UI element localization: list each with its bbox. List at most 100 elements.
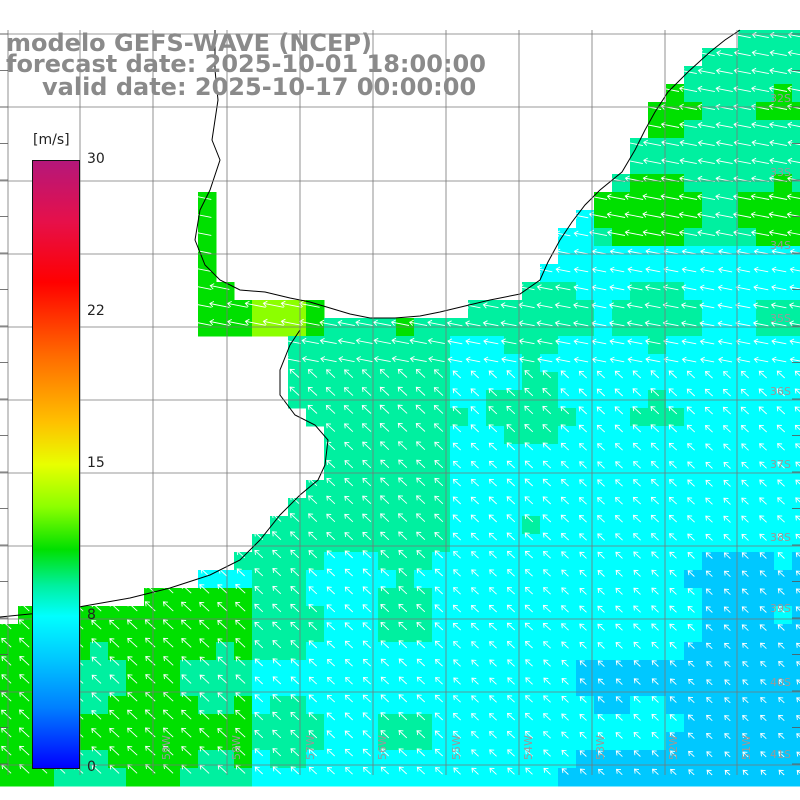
wind-speed-cell xyxy=(630,444,649,463)
wind-arrow xyxy=(776,406,786,415)
wind-arrow xyxy=(723,461,731,469)
wind-speed-cell xyxy=(378,678,397,697)
wind-arrow xyxy=(126,601,138,612)
wind-arrow xyxy=(290,549,300,559)
wind-arrow xyxy=(361,405,372,414)
wind-speed-cell xyxy=(324,390,343,409)
wind-arrow xyxy=(609,266,625,273)
wind-arrow xyxy=(759,588,767,595)
wind-speed-cell xyxy=(774,336,793,355)
wind-arrow xyxy=(217,746,228,756)
wind-arrow xyxy=(326,532,336,541)
wind-speed-cell xyxy=(180,606,199,625)
wind-arrow xyxy=(447,356,463,363)
wind-speed-cell xyxy=(666,444,685,463)
wind-speed-cell xyxy=(504,696,523,715)
wind-arrow xyxy=(543,749,551,757)
wind-speed-cell xyxy=(774,660,793,679)
wind-speed-cell xyxy=(342,336,361,355)
wind-arrow xyxy=(579,461,587,469)
wind-speed-cell xyxy=(432,606,451,625)
wind-speed-cell xyxy=(288,354,307,373)
wind-speed-cell xyxy=(756,372,775,391)
wind-arrow xyxy=(488,424,498,433)
wind-speed-cell xyxy=(576,390,595,409)
wind-speed-cell xyxy=(432,552,451,571)
wind-speed-cell xyxy=(0,732,19,751)
wind-arrow xyxy=(91,692,102,702)
wind-arrow xyxy=(715,121,733,129)
wind-speed-cell xyxy=(324,444,343,463)
wind-speed-cell xyxy=(396,336,415,355)
wind-arrow xyxy=(543,569,551,577)
wind-arrow xyxy=(409,337,427,345)
wind-speed-cell xyxy=(450,696,469,715)
wind-arrow xyxy=(524,550,534,559)
wind-speed-cell xyxy=(108,606,127,625)
wind-arrow xyxy=(786,211,800,218)
wind-speed-cell xyxy=(684,750,703,769)
wind-arrow xyxy=(1,656,12,666)
wind-arrow xyxy=(699,320,715,327)
wind-arrow xyxy=(578,424,588,433)
wind-arrow xyxy=(717,302,733,309)
wind-speed-cell xyxy=(720,480,739,499)
wind-speed-cell xyxy=(468,660,487,679)
wind-speed-cell xyxy=(792,84,800,103)
wind-arrow xyxy=(687,461,695,469)
wind-speed-cell xyxy=(756,732,775,751)
wind-arrow xyxy=(453,659,461,667)
wind-speed-cell xyxy=(360,642,379,661)
wind-speed-cell xyxy=(774,282,793,301)
wind-arrow xyxy=(398,459,408,469)
wind-arrow xyxy=(560,496,570,505)
wind-speed-cell xyxy=(522,372,541,391)
wind-speed-cell xyxy=(594,246,613,265)
wind-arrow xyxy=(735,284,751,291)
wind-arrow xyxy=(217,710,228,720)
wind-arrow xyxy=(700,248,715,255)
wind-arrow xyxy=(390,319,410,326)
wind-arrow xyxy=(670,768,677,776)
wind-arrow xyxy=(597,750,605,757)
wind-speed-cell xyxy=(342,696,361,715)
wind-arrow xyxy=(789,248,800,255)
wind-arrow xyxy=(668,370,678,379)
wind-speed-cell xyxy=(558,624,577,643)
wind-arrow xyxy=(650,533,659,541)
wind-arrow xyxy=(326,748,336,757)
wind-arrow xyxy=(615,587,623,595)
wind-speed-cell xyxy=(684,84,703,103)
wind-speed-cell xyxy=(684,102,703,121)
wind-speed-cell xyxy=(288,624,307,643)
wind-speed-cell xyxy=(252,642,271,661)
wind-speed-cell xyxy=(288,606,307,625)
wind-speed-cell xyxy=(198,300,217,319)
wind-arrow xyxy=(254,676,264,685)
wind-speed-cell xyxy=(450,678,469,697)
wind-arrow xyxy=(633,641,641,649)
wind-speed-cell xyxy=(216,642,235,661)
wind-arrow xyxy=(344,532,354,541)
wind-speed-cell xyxy=(558,228,577,247)
wind-arrow xyxy=(705,479,713,487)
wind-arrow xyxy=(578,370,588,379)
wind-arrow xyxy=(579,678,587,685)
wind-arrow xyxy=(615,605,623,613)
wind-arrow xyxy=(373,356,391,363)
wind-arrow xyxy=(573,356,589,363)
wind-arrow xyxy=(416,676,426,685)
wind-arrow xyxy=(633,713,641,721)
wind-arrow xyxy=(687,443,695,451)
wind-speed-cell xyxy=(324,714,343,733)
wind-speed-cell xyxy=(774,426,793,445)
wind-arrow xyxy=(254,730,264,739)
wind-arrow xyxy=(18,601,30,612)
wind-arrow xyxy=(633,696,641,703)
wind-arrow xyxy=(597,479,605,487)
wind-arrow xyxy=(398,748,408,757)
wind-arrow xyxy=(506,641,515,649)
wind-arrow xyxy=(254,694,264,703)
wind-speed-cell xyxy=(522,354,541,373)
wind-arrow xyxy=(344,478,354,487)
